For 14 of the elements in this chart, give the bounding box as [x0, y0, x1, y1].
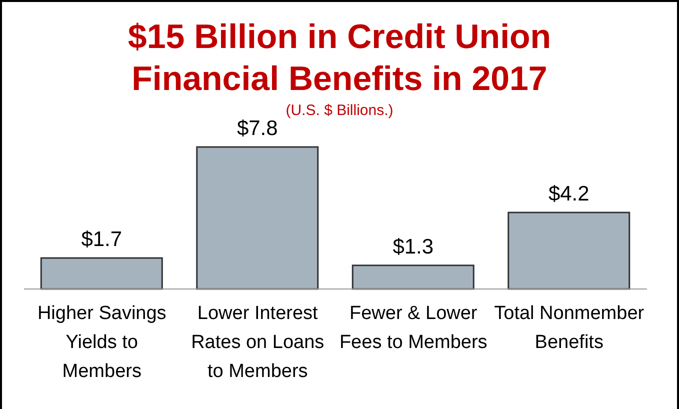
bar — [196, 146, 319, 290]
x-tick-label: Lower Interest Rates on Loans to Members — [191, 303, 324, 382]
bar — [352, 264, 474, 290]
x-tick-label: Fewer & Lower Fees to Members — [339, 303, 488, 353]
x-tick-label: Total Nonmember Benefits — [494, 303, 645, 353]
bar — [40, 257, 163, 290]
chart-title: $15 Billion in Credit Union Financial Benefits in 2017 — [126, 17, 552, 100]
x-tick-label: Higher Savings Yields to Members — [37, 303, 166, 382]
data-label: $7.8 — [236, 117, 278, 140]
bar — [508, 212, 630, 290]
data-label: $4.2 — [548, 182, 590, 206]
data-label: $1.7 — [81, 228, 122, 252]
chart-subtitle: (U.S. $ Billions.) — [286, 102, 394, 119]
data-label: $1.3 — [392, 235, 434, 258]
